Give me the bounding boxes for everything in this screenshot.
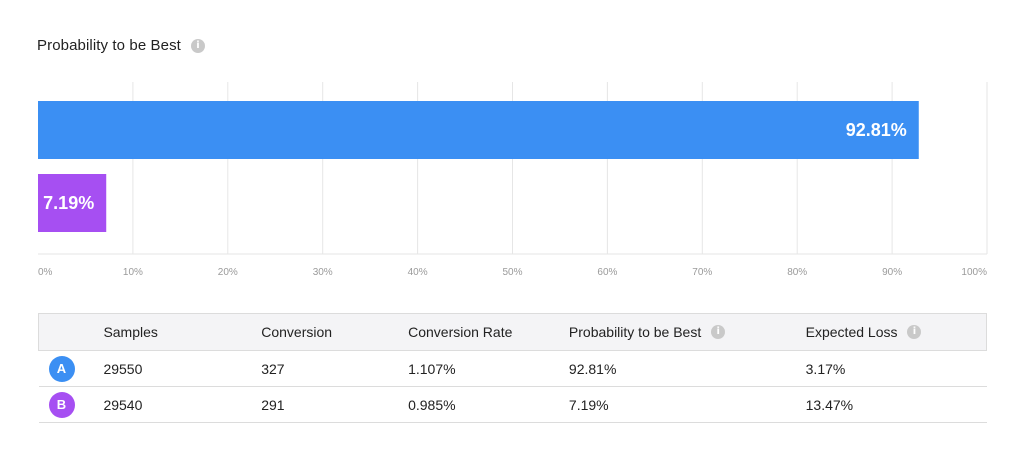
- bar-value-label: 92.81%: [846, 120, 907, 140]
- cell-samples: 29550: [103, 360, 143, 377]
- cell-conversion-rate: 0.985%: [408, 396, 456, 413]
- header-variant: [38, 313, 104, 351]
- x-tick-label: 80%: [787, 267, 807, 278]
- probability-bar-chart: 0% 10% 20% 30% 40% 50% 60% 70% 80% 90% 100% 92.81% 7…: [38, 82, 988, 278]
- x-tick-label: 50%: [502, 267, 522, 278]
- cell-expected-loss: 3.17%: [805, 360, 846, 377]
- results-table: Samples Conversion Conversion Rate Proba…: [38, 313, 987, 423]
- chart-header: Probability to be Best i: [37, 37, 205, 54]
- x-tick-label: 70%: [692, 267, 712, 278]
- bar-b: [38, 174, 107, 232]
- header-probability: Probability to be Best: [568, 324, 702, 340]
- table-row: B 29540 291 0.985% 7.19% 13.47%: [38, 387, 987, 423]
- info-icon[interactable]: i: [711, 325, 726, 339]
- x-tick-label: 60%: [597, 267, 617, 278]
- cell-probability: 7.19%: [568, 396, 609, 413]
- variant-badge-a: A: [48, 355, 75, 382]
- cell-conversion: 327: [261, 360, 285, 377]
- x-tick-label: 100%: [961, 267, 987, 278]
- x-tick-label: 90%: [882, 267, 902, 278]
- variant-badge-b: B: [48, 391, 75, 418]
- table-header-row: Samples Conversion Conversion Rate Proba…: [38, 313, 987, 351]
- info-icon[interactable]: i: [907, 325, 922, 339]
- cell-conversion-rate: 1.107%: [408, 360, 456, 377]
- cell-probability: 92.81%: [568, 360, 617, 377]
- x-tick-label: 10%: [123, 267, 143, 278]
- header-conversion: Conversion: [261, 324, 333, 340]
- x-tick-label: 30%: [313, 267, 333, 278]
- header-expected-loss: Expected Loss: [805, 324, 898, 340]
- cell-samples: 29540: [103, 396, 143, 413]
- info-icon[interactable]: i: [190, 38, 205, 53]
- header-samples: Samples: [103, 324, 158, 340]
- cell-expected-loss: 13.47%: [805, 396, 854, 413]
- x-tick-label: 40%: [408, 267, 428, 278]
- cell-conversion: 291: [261, 396, 285, 413]
- bar-value-label: 7.19%: [43, 193, 94, 213]
- x-tick-label: 20%: [218, 267, 238, 278]
- bar-a: [38, 101, 919, 159]
- header-conversion-rate: Conversion Rate: [408, 324, 513, 340]
- x-tick-label: 0%: [38, 267, 53, 278]
- chart-title: Probability to be Best: [37, 37, 181, 54]
- table-row: A 29550 327 1.107% 92.81% 3.17%: [38, 351, 987, 387]
